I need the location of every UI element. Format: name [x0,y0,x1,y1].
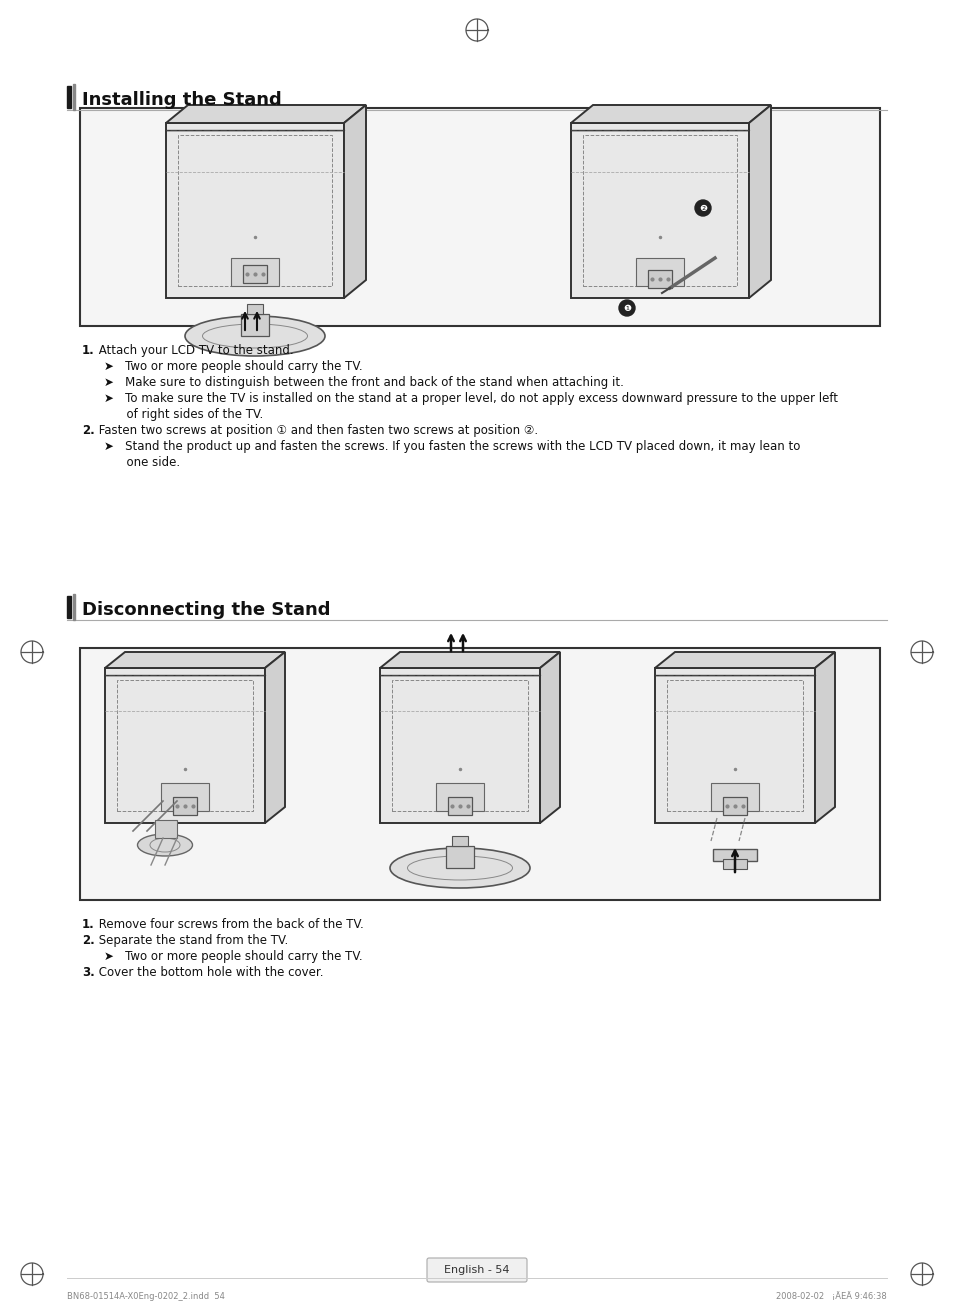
Text: Separate the stand from the TV.: Separate the stand from the TV. [95,934,288,947]
Bar [73,595,75,619]
Text: ➤   To make sure the TV is installed on the stand at a proper level, do not appl: ➤ To make sure the TV is installed on th… [104,393,837,406]
Polygon shape [105,668,265,823]
Text: ❶: ❶ [622,304,630,313]
Text: ➤   Two or more people should carry the TV.: ➤ Two or more people should carry the TV… [104,360,362,373]
Text: Installing the Stand: Installing the Stand [82,91,281,110]
Ellipse shape [185,316,325,356]
Bar [243,265,267,283]
Polygon shape [105,652,285,668]
Text: Fasten two screws at position ① and then fasten two screws at position ②.: Fasten two screws at position ① and then… [95,424,537,437]
Bar [448,797,472,815]
Bar [247,304,263,314]
Bar [231,258,278,286]
Ellipse shape [390,848,530,888]
Bar [241,314,269,336]
Polygon shape [571,123,748,299]
Text: ➤   Make sure to distinguish between the front and back of the stand when attach: ➤ Make sure to distinguish between the f… [104,376,623,389]
Bar [67,596,71,618]
FancyBboxPatch shape [427,1258,526,1282]
Bar [446,846,474,868]
Polygon shape [379,652,559,668]
Text: 2.: 2. [82,934,94,947]
Bar [712,849,757,861]
Circle shape [618,300,635,316]
Text: 1.: 1. [82,918,94,931]
Bar [710,782,759,811]
Text: English - 54: English - 54 [444,1265,509,1275]
Ellipse shape [137,835,193,855]
Polygon shape [655,652,834,668]
Text: Disconnecting the Stand: Disconnecting the Stand [82,601,330,619]
Polygon shape [166,123,344,299]
Polygon shape [539,652,559,823]
Bar [452,836,468,846]
Bar [73,83,75,110]
Text: 2.: 2. [82,424,94,437]
Text: ➤   Two or more people should carry the TV.: ➤ Two or more people should carry the TV… [104,951,362,962]
Bar [722,859,746,868]
Bar [161,782,209,811]
Text: Attach your LCD TV to the stand.: Attach your LCD TV to the stand. [95,344,294,357]
Text: one side.: one side. [104,456,180,469]
Circle shape [695,200,710,216]
Polygon shape [748,106,770,299]
Text: 1.: 1. [82,344,94,357]
Text: ❷: ❷ [699,203,706,213]
Text: BN68-01514A-X0Eng-0202_2.indd  54: BN68-01514A-X0Eng-0202_2.indd 54 [67,1292,225,1301]
Bar [154,820,177,838]
Bar [172,797,196,815]
Polygon shape [166,106,366,123]
Text: 2008-02-02   ¡ÄEÄ 9:46:38: 2008-02-02 ¡ÄEÄ 9:46:38 [776,1292,886,1301]
Polygon shape [379,668,539,823]
Polygon shape [571,106,770,123]
Bar [80,648,879,900]
Polygon shape [814,652,834,823]
Bar [636,258,683,286]
Bar [722,797,746,815]
Text: Cover the bottom hole with the cover.: Cover the bottom hole with the cover. [95,966,323,979]
Text: 3.: 3. [82,966,94,979]
Polygon shape [655,668,814,823]
Bar [647,270,671,288]
Text: of right sides of the TV.: of right sides of the TV. [104,408,263,421]
Polygon shape [265,652,285,823]
Polygon shape [344,106,366,299]
Text: Remove four screws from the back of the TV.: Remove four screws from the back of the … [95,918,363,931]
Bar [80,108,879,326]
Bar [67,86,71,108]
Text: ➤   Stand the product up and fasten the screws. If you fasten the screws with th: ➤ Stand the product up and fasten the sc… [104,439,800,452]
Bar [436,782,483,811]
